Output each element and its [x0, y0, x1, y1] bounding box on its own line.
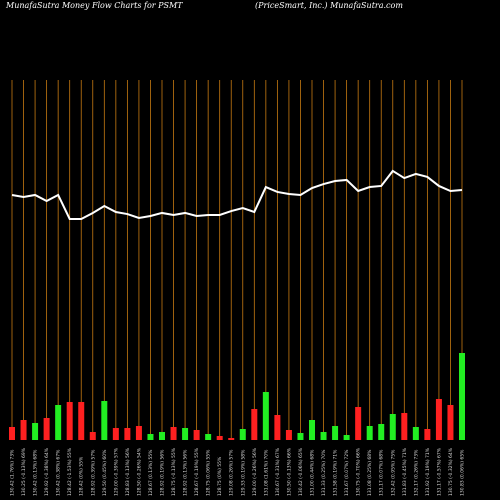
flow-bar	[239, 429, 246, 440]
flow-bar	[274, 415, 281, 440]
x-tick-label: 128.92 (0.39%) 57%	[90, 449, 96, 496]
x-tick-label: 131.83 (-0.45%) 71%	[402, 447, 408, 496]
x-tick-label: 130.50 (-0.13%) 66%	[286, 447, 292, 496]
flow-bar	[20, 420, 27, 440]
flow-bar	[447, 405, 454, 440]
flow-bar	[320, 432, 327, 440]
x-tick-label: 131.33 (0.25%) 70%	[321, 449, 327, 496]
x-tick-label: 128.67 (-0.19%) 55%	[194, 447, 200, 496]
x-tick-label: 128.75 (0%) 55%	[217, 456, 223, 496]
chart-title: MunafaSutra Money Flow Charts for PSMT	[5, 1, 183, 10]
x-tick-label: 131.17 (0.07%) 68%	[379, 449, 385, 496]
x-tick-label: 128.92 (0.13%) 56%	[183, 449, 189, 496]
x-tick-label: 128.42 (0%) 55%	[79, 456, 85, 496]
x-tick-label: 129.50 (0.45%) 60%	[102, 449, 108, 496]
x-tick-label: 128.42 (-1.53%) 55%	[67, 447, 73, 496]
x-tick-label: 128.92 (0.19%) 56%	[160, 449, 166, 496]
x-tick-label: 131.92 (-0.19%) 71%	[425, 447, 431, 496]
x-tick-label: 131.08 (1.61%) 70%	[263, 449, 269, 496]
flow-bar	[216, 436, 223, 440]
flow-bar	[89, 432, 96, 440]
x-tick-label: 128.75 (0.06%) 55%	[206, 449, 212, 496]
x-tick-label: 129.92 (-0.38%) 64%	[44, 447, 50, 496]
x-tick-label: 132.42 (0.95%) 75%	[390, 449, 396, 496]
flow-bar	[424, 429, 431, 440]
x-tick-label: 128.67 (0.13%) 55%	[148, 449, 154, 496]
flow-bar	[193, 430, 200, 440]
x-tick-label: 130.25 (-0.13%) 69%	[21, 447, 27, 496]
x-tick-label: 132.17 (0.26%) 73%	[413, 449, 419, 496]
x-tick-label: 131.58 (0.19%) 71%	[333, 449, 339, 496]
flow-bar	[124, 428, 131, 440]
flow-bar	[135, 426, 142, 440]
flow-bar	[401, 413, 408, 440]
flow-bar	[101, 401, 108, 440]
flow-bar	[32, 423, 39, 440]
flow-bar	[262, 392, 269, 440]
x-tick-label: 130.67 (-0.31%) 67%	[275, 447, 281, 496]
x-tick-label: 130.42 (0.13%) 68%	[33, 449, 39, 496]
flow-bar	[170, 427, 177, 440]
x-tick-label: 130.75 (-0.70%) 66%	[356, 447, 362, 496]
x-tick-label: 131.67 (0.07%) 72%	[344, 449, 350, 496]
x-tick-label: 130.83 (0.06%) 65%	[460, 449, 466, 496]
flow-bar	[378, 424, 385, 440]
flow-bar	[412, 427, 419, 440]
flow-bar	[285, 430, 292, 440]
flow-bar	[355, 407, 362, 440]
chart-subtitle: (PriceSmart, Inc.) MunafaSutra.com	[255, 1, 403, 10]
flow-bar	[159, 432, 165, 440]
flow-bar	[343, 435, 350, 440]
flow-bar	[297, 433, 304, 440]
x-tick-label: 130.42 (0.38%) 67%	[56, 449, 62, 496]
price-line	[11, 169, 463, 220]
x-tick-label: 129.00 (-0.26%) 56%	[252, 447, 258, 496]
flow-bar	[112, 428, 119, 440]
flow-bar	[309, 420, 315, 440]
flow-bar	[78, 402, 85, 440]
flow-bar	[459, 353, 465, 440]
flow-bar	[389, 414, 396, 440]
flow-bar	[9, 427, 15, 440]
x-tick-label: 130.42 (-0.06%) 65%	[298, 447, 304, 496]
x-tick-label: 131.00 (0.44%) 68%	[310, 449, 316, 496]
flow-bar	[251, 409, 258, 440]
x-tick-label: 130.75 (-0.32%) 64%	[448, 447, 454, 496]
x-tick-label: 129.00 (-0.39%) 57%	[113, 447, 119, 496]
flow-bar	[332, 426, 339, 440]
x-tick-label: 129.33 (0.19%) 58%	[240, 449, 246, 496]
x-tick-label: 130.42 (1.76%) 73%	[10, 449, 16, 496]
flow-bar	[182, 428, 189, 440]
x-tick-label: 128.83 (-0.13%) 56%	[125, 447, 131, 496]
x-tick-label: 128.75 (-0.13%) 55%	[171, 447, 177, 496]
flow-bar	[435, 399, 442, 440]
flow-bar	[55, 405, 62, 440]
x-tick-label: 131.08 (0.25%) 68%	[367, 449, 373, 496]
flow-bar	[66, 402, 73, 440]
x-tick-label: 129.08 (0.26%) 57%	[229, 449, 235, 496]
flow-bar	[205, 434, 212, 440]
flow-bar	[147, 434, 154, 440]
x-tick-label: 128.50 (-0.26%) 54%	[136, 447, 142, 496]
x-tick-label: 131.17 (-0.57%) 67%	[436, 447, 442, 496]
flow-bar	[366, 426, 373, 440]
flow-bar	[43, 418, 50, 440]
flow-bar	[228, 438, 235, 440]
